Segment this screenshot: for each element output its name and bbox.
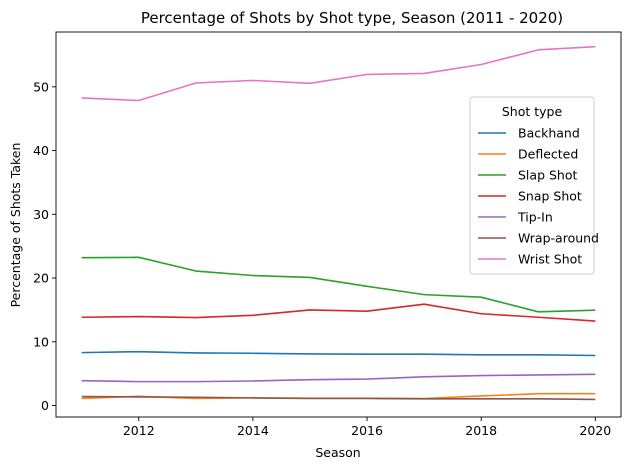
plot-area: [55, 31, 622, 418]
series-line-slap-shot: [81, 256, 596, 313]
legend-box: [469, 96, 595, 275]
x-tick-label: 2014: [237, 423, 269, 438]
legend-entry-wrist-shot: Wrist Shot: [518, 252, 582, 267]
series-line-snap-shot: [81, 303, 596, 322]
y-tick-label: 10: [33, 334, 49, 349]
legend: Shot type Backhand Deflected Slap Shot Snap …: [469, 96, 599, 275]
x-tick-label: 2020: [579, 423, 611, 438]
legend-entry-wrap-around: Wrap-around: [518, 231, 599, 246]
series-line-backhand: [81, 350, 596, 357]
legend-entry-deflected: Deflected: [518, 147, 578, 162]
x-tick-label: 2018: [465, 423, 497, 438]
legend-entry-snap-shot: Snap Shot: [518, 189, 582, 204]
series-line-wrist-shot: [81, 45, 596, 102]
legend-entry-tip-in: Tip-In: [517, 210, 553, 225]
x-axis: 2012 2014 2016 2018 2020: [123, 417, 611, 438]
chart-title: Percentage of Shots by Shot type, Season…: [141, 9, 563, 27]
x-tick-label: 2016: [351, 423, 383, 438]
y-tick-label: 40: [33, 143, 49, 158]
series-line-wrap-around: [81, 395, 596, 401]
y-axis: 0 10 20 30 40 50: [33, 79, 56, 413]
y-tick-label: 20: [33, 271, 49, 286]
y-tick-label: 0: [41, 398, 49, 413]
series-line-tip-in: [81, 373, 596, 383]
plot-frame: [55, 31, 622, 418]
legend-title: Shot type: [502, 104, 563, 119]
x-axis-label: Season: [315, 445, 360, 460]
y-tick-label: 50: [33, 79, 49, 94]
y-axis-label: Percentage of Shots Taken: [8, 143, 23, 308]
legend-entry-backhand: Backhand: [518, 126, 580, 141]
y-tick-label: 30: [33, 207, 49, 222]
legend-entry-slap-shot: Slap Shot: [518, 168, 577, 183]
x-tick-label: 2012: [123, 423, 155, 438]
